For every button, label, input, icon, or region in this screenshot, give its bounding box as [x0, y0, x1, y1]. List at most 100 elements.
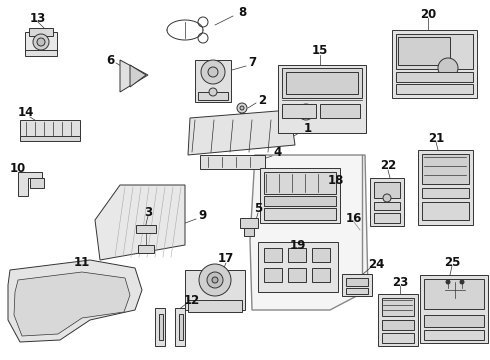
Bar — [396, 72, 473, 82]
Text: 7: 7 — [248, 55, 256, 68]
Polygon shape — [18, 172, 42, 196]
Circle shape — [237, 103, 247, 113]
Bar — [424, 330, 484, 340]
Bar — [374, 202, 400, 210]
Bar — [346, 288, 368, 294]
Bar — [378, 294, 418, 346]
Bar — [198, 92, 228, 100]
Bar — [282, 104, 316, 118]
Bar — [185, 270, 245, 310]
Text: 16: 16 — [346, 212, 362, 225]
Bar — [282, 68, 362, 98]
Circle shape — [446, 280, 450, 284]
Circle shape — [209, 88, 217, 96]
Bar — [155, 308, 165, 346]
Bar — [188, 300, 242, 312]
Text: 3: 3 — [144, 206, 152, 219]
Bar — [260, 168, 340, 223]
Text: 2: 2 — [258, 94, 266, 107]
Bar — [200, 155, 265, 169]
Bar — [258, 242, 338, 292]
Bar — [392, 30, 477, 98]
Bar — [264, 196, 336, 206]
Text: 23: 23 — [392, 275, 408, 288]
Text: 14: 14 — [18, 105, 34, 118]
Bar — [179, 314, 183, 340]
Bar — [398, 37, 450, 65]
Circle shape — [438, 58, 458, 78]
Text: 22: 22 — [380, 158, 396, 171]
Text: 10: 10 — [10, 162, 26, 175]
Text: 20: 20 — [420, 8, 436, 21]
Bar — [264, 208, 336, 220]
Bar — [420, 275, 488, 343]
Polygon shape — [14, 272, 130, 336]
Bar — [374, 213, 400, 223]
Text: 1: 1 — [304, 122, 312, 135]
Bar — [29, 28, 53, 36]
Text: 5: 5 — [254, 202, 262, 215]
Bar — [382, 333, 414, 343]
Text: 8: 8 — [238, 5, 246, 18]
Bar — [422, 202, 469, 220]
Bar — [30, 178, 44, 188]
Bar — [312, 268, 330, 282]
Bar — [278, 65, 366, 133]
Bar — [288, 248, 306, 262]
Circle shape — [207, 272, 223, 288]
Text: 6: 6 — [106, 54, 114, 67]
Text: 12: 12 — [184, 293, 200, 306]
Bar — [264, 248, 282, 262]
Polygon shape — [8, 260, 142, 342]
Text: 21: 21 — [428, 131, 444, 144]
Circle shape — [212, 277, 218, 283]
Text: 15: 15 — [312, 44, 328, 57]
Circle shape — [298, 104, 314, 120]
Bar — [25, 32, 57, 52]
Bar — [382, 320, 414, 330]
Bar — [286, 72, 358, 94]
Bar — [288, 268, 306, 282]
Circle shape — [199, 264, 231, 296]
Bar — [312, 248, 330, 262]
Text: 24: 24 — [368, 258, 384, 271]
Bar — [396, 34, 473, 69]
Text: 13: 13 — [30, 12, 46, 24]
Bar — [320, 104, 360, 118]
Circle shape — [208, 67, 218, 77]
Bar — [370, 178, 404, 226]
Polygon shape — [95, 185, 185, 260]
Bar — [20, 120, 80, 138]
Bar — [424, 315, 484, 327]
Bar — [418, 150, 473, 225]
Bar — [342, 274, 372, 296]
Bar — [424, 279, 484, 309]
Circle shape — [201, 60, 225, 84]
Text: 17: 17 — [218, 252, 234, 265]
Polygon shape — [250, 155, 368, 310]
Circle shape — [240, 106, 244, 110]
Bar — [20, 136, 80, 141]
Bar — [195, 60, 231, 102]
Bar — [138, 245, 154, 253]
Bar — [159, 314, 163, 340]
Bar — [244, 228, 254, 236]
Polygon shape — [188, 110, 295, 155]
Circle shape — [460, 280, 464, 284]
Bar — [264, 268, 282, 282]
Bar — [25, 50, 57, 56]
Bar — [396, 84, 473, 94]
Bar — [240, 113, 244, 121]
Polygon shape — [120, 60, 148, 92]
Bar — [382, 298, 414, 316]
Bar — [175, 308, 185, 346]
Circle shape — [37, 38, 45, 46]
Text: 19: 19 — [290, 239, 306, 252]
Text: 11: 11 — [74, 256, 90, 269]
Circle shape — [383, 194, 391, 202]
Polygon shape — [130, 65, 146, 87]
Bar — [374, 182, 400, 198]
Bar — [422, 154, 469, 184]
Bar — [240, 218, 258, 228]
Bar — [346, 278, 368, 286]
